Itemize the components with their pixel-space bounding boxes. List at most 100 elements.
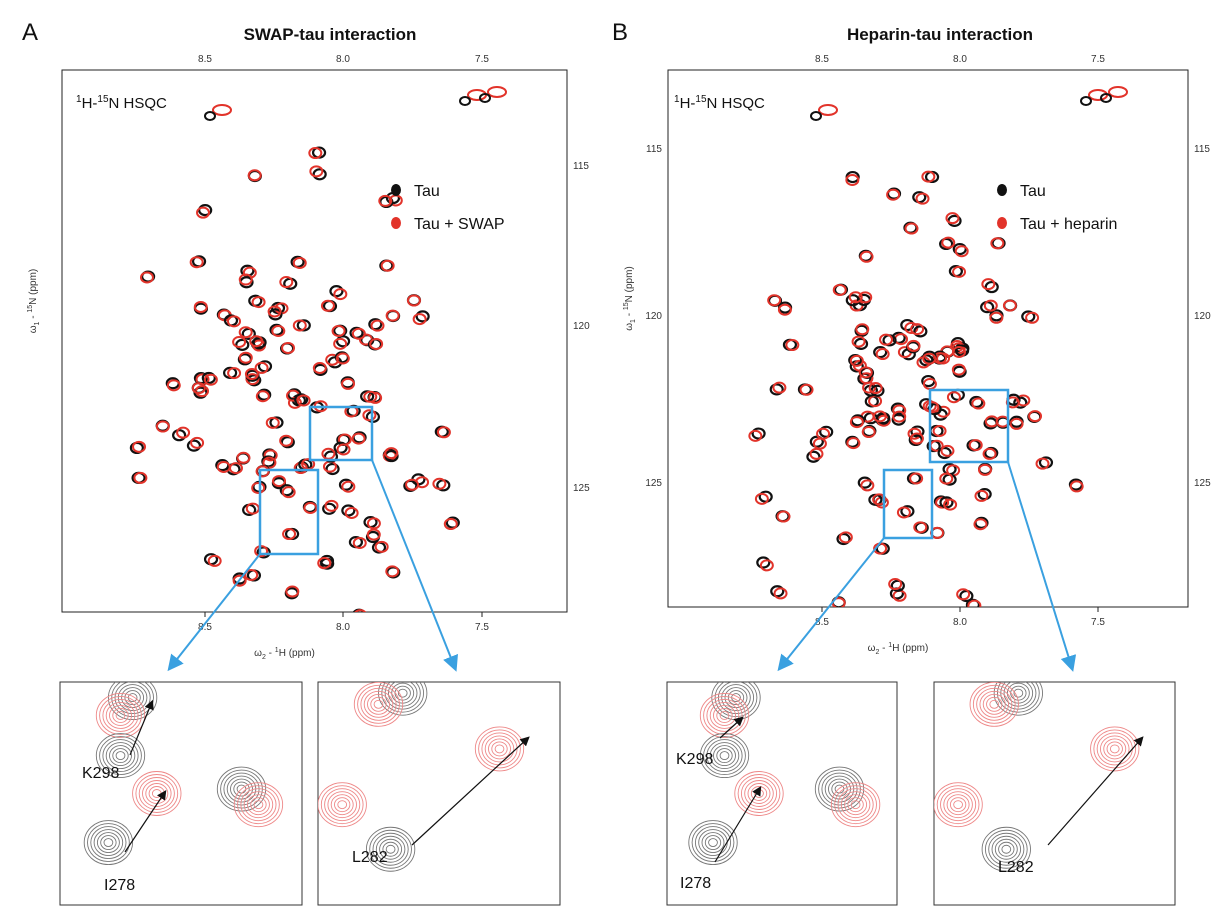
peak-tau [415,310,430,323]
legend-marker [997,184,1007,196]
peak-complex [772,381,787,394]
contour [240,788,277,822]
peak-complex [312,361,327,374]
peak-complex [308,147,323,160]
peak-complex [281,486,296,499]
contour [997,682,1040,713]
residue-label: I278 [104,877,135,894]
peak-tau [806,450,821,463]
contour [747,783,771,804]
peak-complex [487,86,507,98]
x-axis-label-part: ω [254,648,262,659]
spectrum-label-part: N HSQC [109,95,168,112]
peak-tau [769,383,784,396]
peak-complex [892,410,907,423]
peak-tau [235,338,250,351]
peak-complex [352,536,367,549]
peak-complex [982,447,997,460]
contour [740,777,778,810]
contour [840,791,871,819]
peak-complex [906,339,921,352]
peak-complex [207,554,222,567]
peak-complex [858,366,873,379]
peak-complex [777,303,792,316]
contour [737,774,781,813]
peak-tau [368,318,383,331]
peak-tau [323,450,339,463]
y-axis-label: ω1 - 15N (ppm) [623,266,637,331]
peak-tau [204,111,216,121]
peak-complex [384,447,399,460]
peak-complex [133,471,148,484]
contour [713,705,736,726]
contour [379,838,403,860]
contour [986,696,1003,712]
peak-complex [296,394,311,407]
peak-complex [936,405,951,418]
contour [102,739,139,773]
peak-complex [267,305,282,318]
peak-complex [325,353,340,366]
peak-tau [810,111,822,121]
peak-complex [216,461,231,474]
contour [709,702,740,729]
contour [994,838,1018,860]
peak-complex [309,165,324,178]
contour [727,690,745,706]
contour [703,736,746,776]
residue-arrow [1047,736,1144,846]
contour [121,687,145,709]
contour [972,684,1016,724]
contour [716,708,733,723]
contour [1103,738,1127,760]
contour [115,711,126,720]
contour [709,742,740,770]
y-axis-label-part: - [28,313,39,322]
peak-complex [767,294,782,307]
contour [719,711,730,720]
peak-complex [990,237,1005,250]
peak-complex [945,212,960,225]
x-axis-label-part: H (ppm) [279,648,315,659]
spectrum-label: 1H-15N HSQC [674,94,765,112]
spectrum-label-part: 1 [76,94,82,105]
contour [103,838,114,848]
y-tick-label-left: 115 [646,144,662,155]
peak-tau [836,532,851,546]
contour [327,791,357,819]
x-axis-label-part: 2 [262,654,266,661]
contour [382,841,399,857]
x-tick-label-bottom: 8.0 [336,622,350,633]
y-tick-label-right: 125 [1194,478,1211,489]
peak-complex [132,440,147,453]
contour [1109,744,1120,754]
contour [109,705,132,726]
x-axis-label-part: - [879,643,888,654]
contour [102,699,139,732]
peak-complex [272,475,287,488]
peak-complex [933,352,948,365]
contour [246,794,270,816]
peak-tau [952,242,967,256]
peak-complex [863,660,875,670]
peak-complex [354,609,367,612]
contour [488,738,511,760]
contour [324,788,361,822]
peak-complex [989,311,1004,324]
contour [105,702,136,729]
contour [991,835,1022,863]
peak-tau [257,388,272,401]
peak-complex [973,518,988,531]
peak-complex [212,104,232,116]
zoom-box [308,405,374,462]
peak-complex [303,502,318,515]
contour [1099,735,1130,763]
contour [83,820,134,866]
peak-tau [312,168,327,181]
peak-complex [226,315,241,328]
peak-tau [186,439,202,452]
peak-tau [857,476,872,489]
contour [372,832,409,866]
contour [1106,741,1123,757]
